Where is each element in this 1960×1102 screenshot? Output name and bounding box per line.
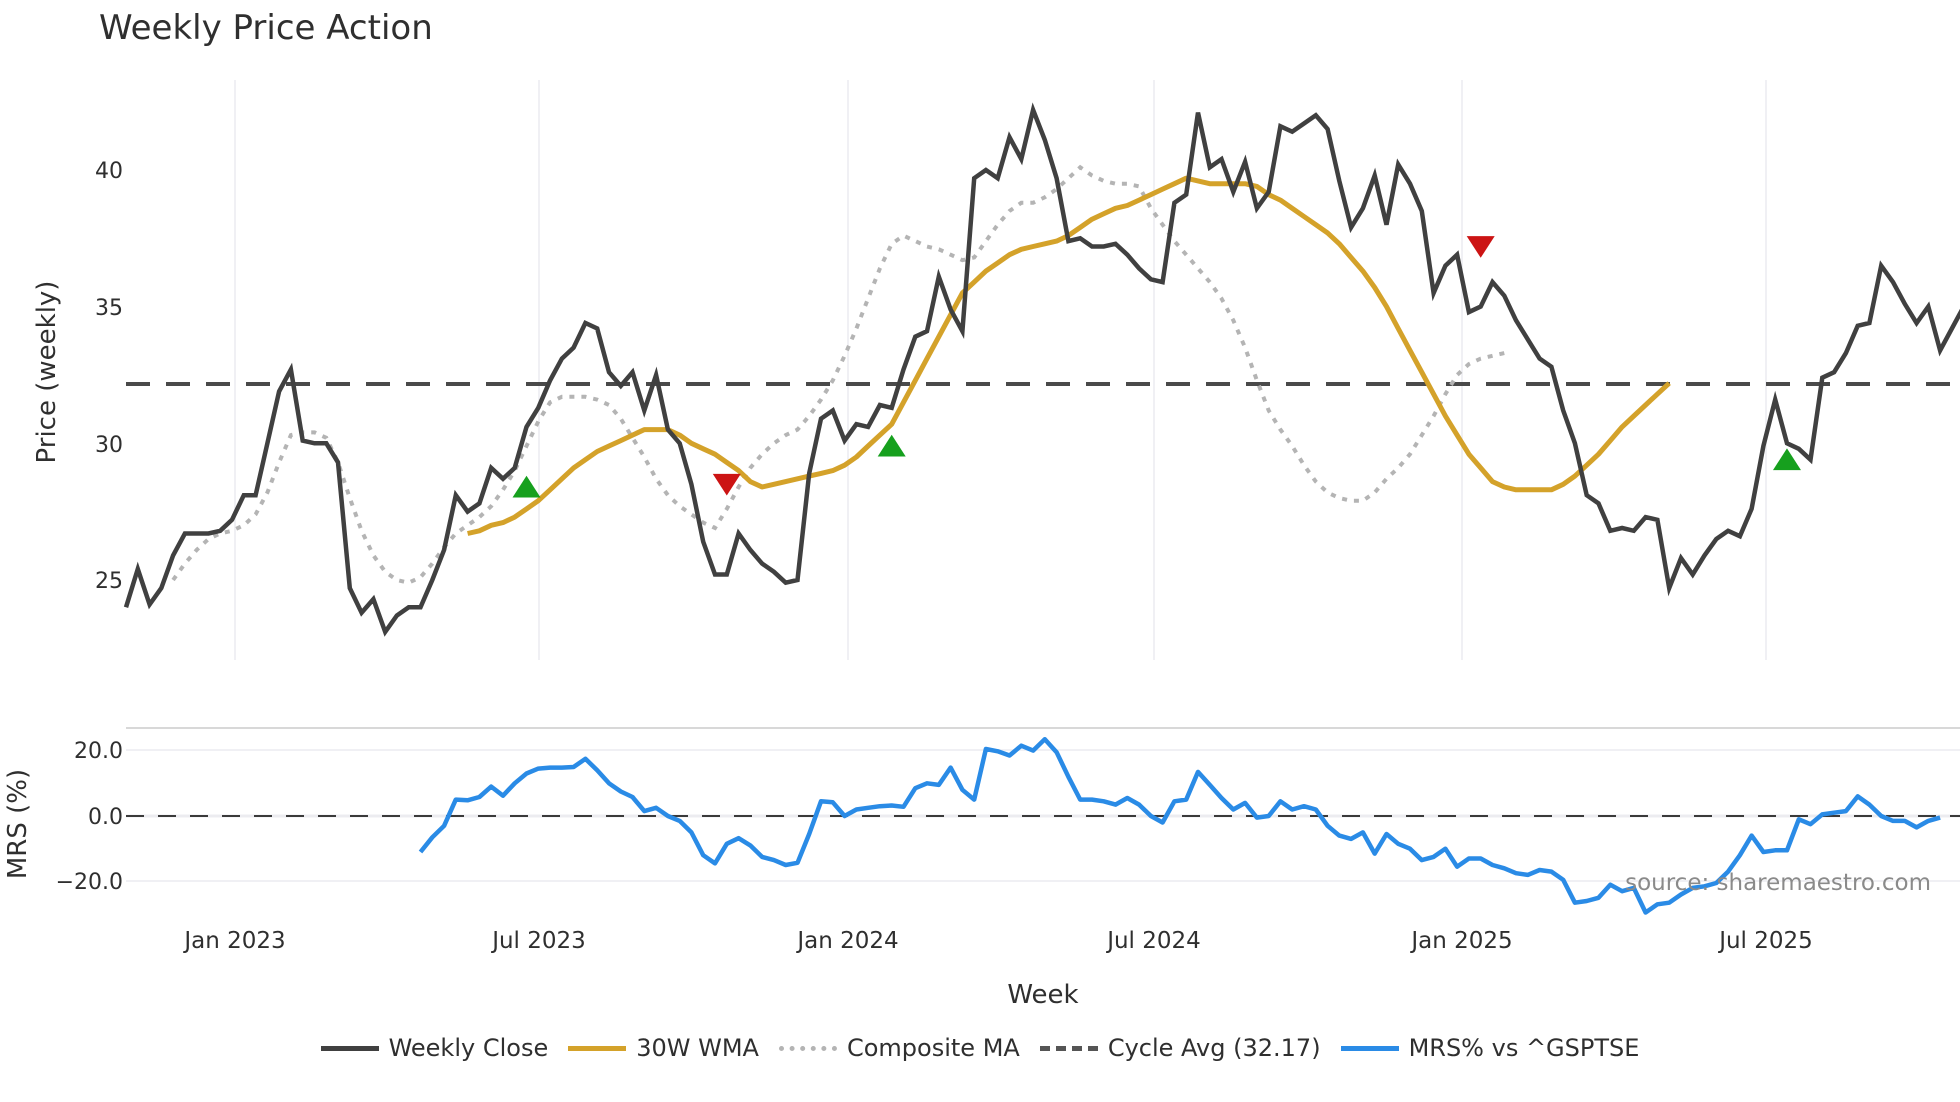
buy-signal-triangle-up-icon <box>1772 448 1801 471</box>
legend-item-weekly-close[interactable]: Weekly Close <box>320 1034 549 1062</box>
legend-item-wma[interactable]: 30W WMA <box>568 1034 759 1062</box>
mrs-axis-title: MRS (%) <box>3 769 33 879</box>
composite-ma-swatch-icon <box>778 1045 837 1051</box>
x-tick-jul-2025: Jul 2025 <box>1717 928 1813 954</box>
legend-label: Cycle Avg (32.17) <box>1107 1034 1321 1062</box>
buy-signal-triangle-up-icon <box>877 434 906 457</box>
sell-signal-triangle-down-icon <box>1466 236 1495 258</box>
wma-swatch-icon <box>568 1045 627 1051</box>
x-tick-jul-2023: Jul 2023 <box>490 928 586 954</box>
price-tick-25: 25 <box>95 569 123 594</box>
buy-signal-triangle-up-icon <box>512 475 541 498</box>
legend-label: 30W WMA <box>636 1034 759 1062</box>
price-tick-35: 35 <box>95 296 123 321</box>
legend-item-composite-ma[interactable]: Composite MA <box>778 1034 1020 1062</box>
price-tick-40: 40 <box>95 159 123 184</box>
source-watermark: source: sharemaestro.com <box>1625 870 1931 896</box>
signal-markers <box>512 236 1801 498</box>
weekly-close-line <box>123 102 1960 637</box>
x-tick-jan-2025: Jan 2025 <box>1409 928 1512 954</box>
price-tick-30: 30 <box>95 433 123 458</box>
mrs-swatch-icon <box>1340 1045 1399 1051</box>
x-tick-jan-2024: Jan 2024 <box>795 928 898 954</box>
mrs-line <box>418 736 1941 915</box>
legend: Weekly Close 30W WMA Composite MA Cycle … <box>0 1034 1960 1062</box>
price-axis-title: Price (weekly) <box>32 281 62 464</box>
x-tick-jul-2024: Jul 2024 <box>1105 928 1201 954</box>
legend-label: Weekly Close <box>388 1034 549 1062</box>
chart-title: Weekly Price Action <box>99 8 433 48</box>
x-axis-title: Week <box>1007 980 1078 1010</box>
mrs-tick-0: 0.0 <box>88 805 123 830</box>
sell-signal-triangle-down-icon <box>712 473 741 496</box>
mrs-tick-minus20: −20.0 <box>56 870 123 895</box>
mrs-tick-20: 20.0 <box>74 739 123 764</box>
x-tick-jan-2023: Jan 2023 <box>182 928 285 954</box>
legend-label: MRS% vs ^GSPTSE <box>1408 1034 1640 1062</box>
weekly-close-swatch-icon <box>320 1045 379 1051</box>
composite-ma-line <box>171 164 1505 585</box>
x-gridlines <box>234 80 1767 660</box>
cycle-avg-swatch-icon <box>1039 1045 1098 1051</box>
legend-item-mrs[interactable]: MRS% vs ^GSPTSE <box>1340 1034 1640 1062</box>
legend-label: Composite MA <box>846 1034 1020 1062</box>
legend-item-cycle-avg[interactable]: Cycle Avg (32.17) <box>1039 1034 1321 1062</box>
